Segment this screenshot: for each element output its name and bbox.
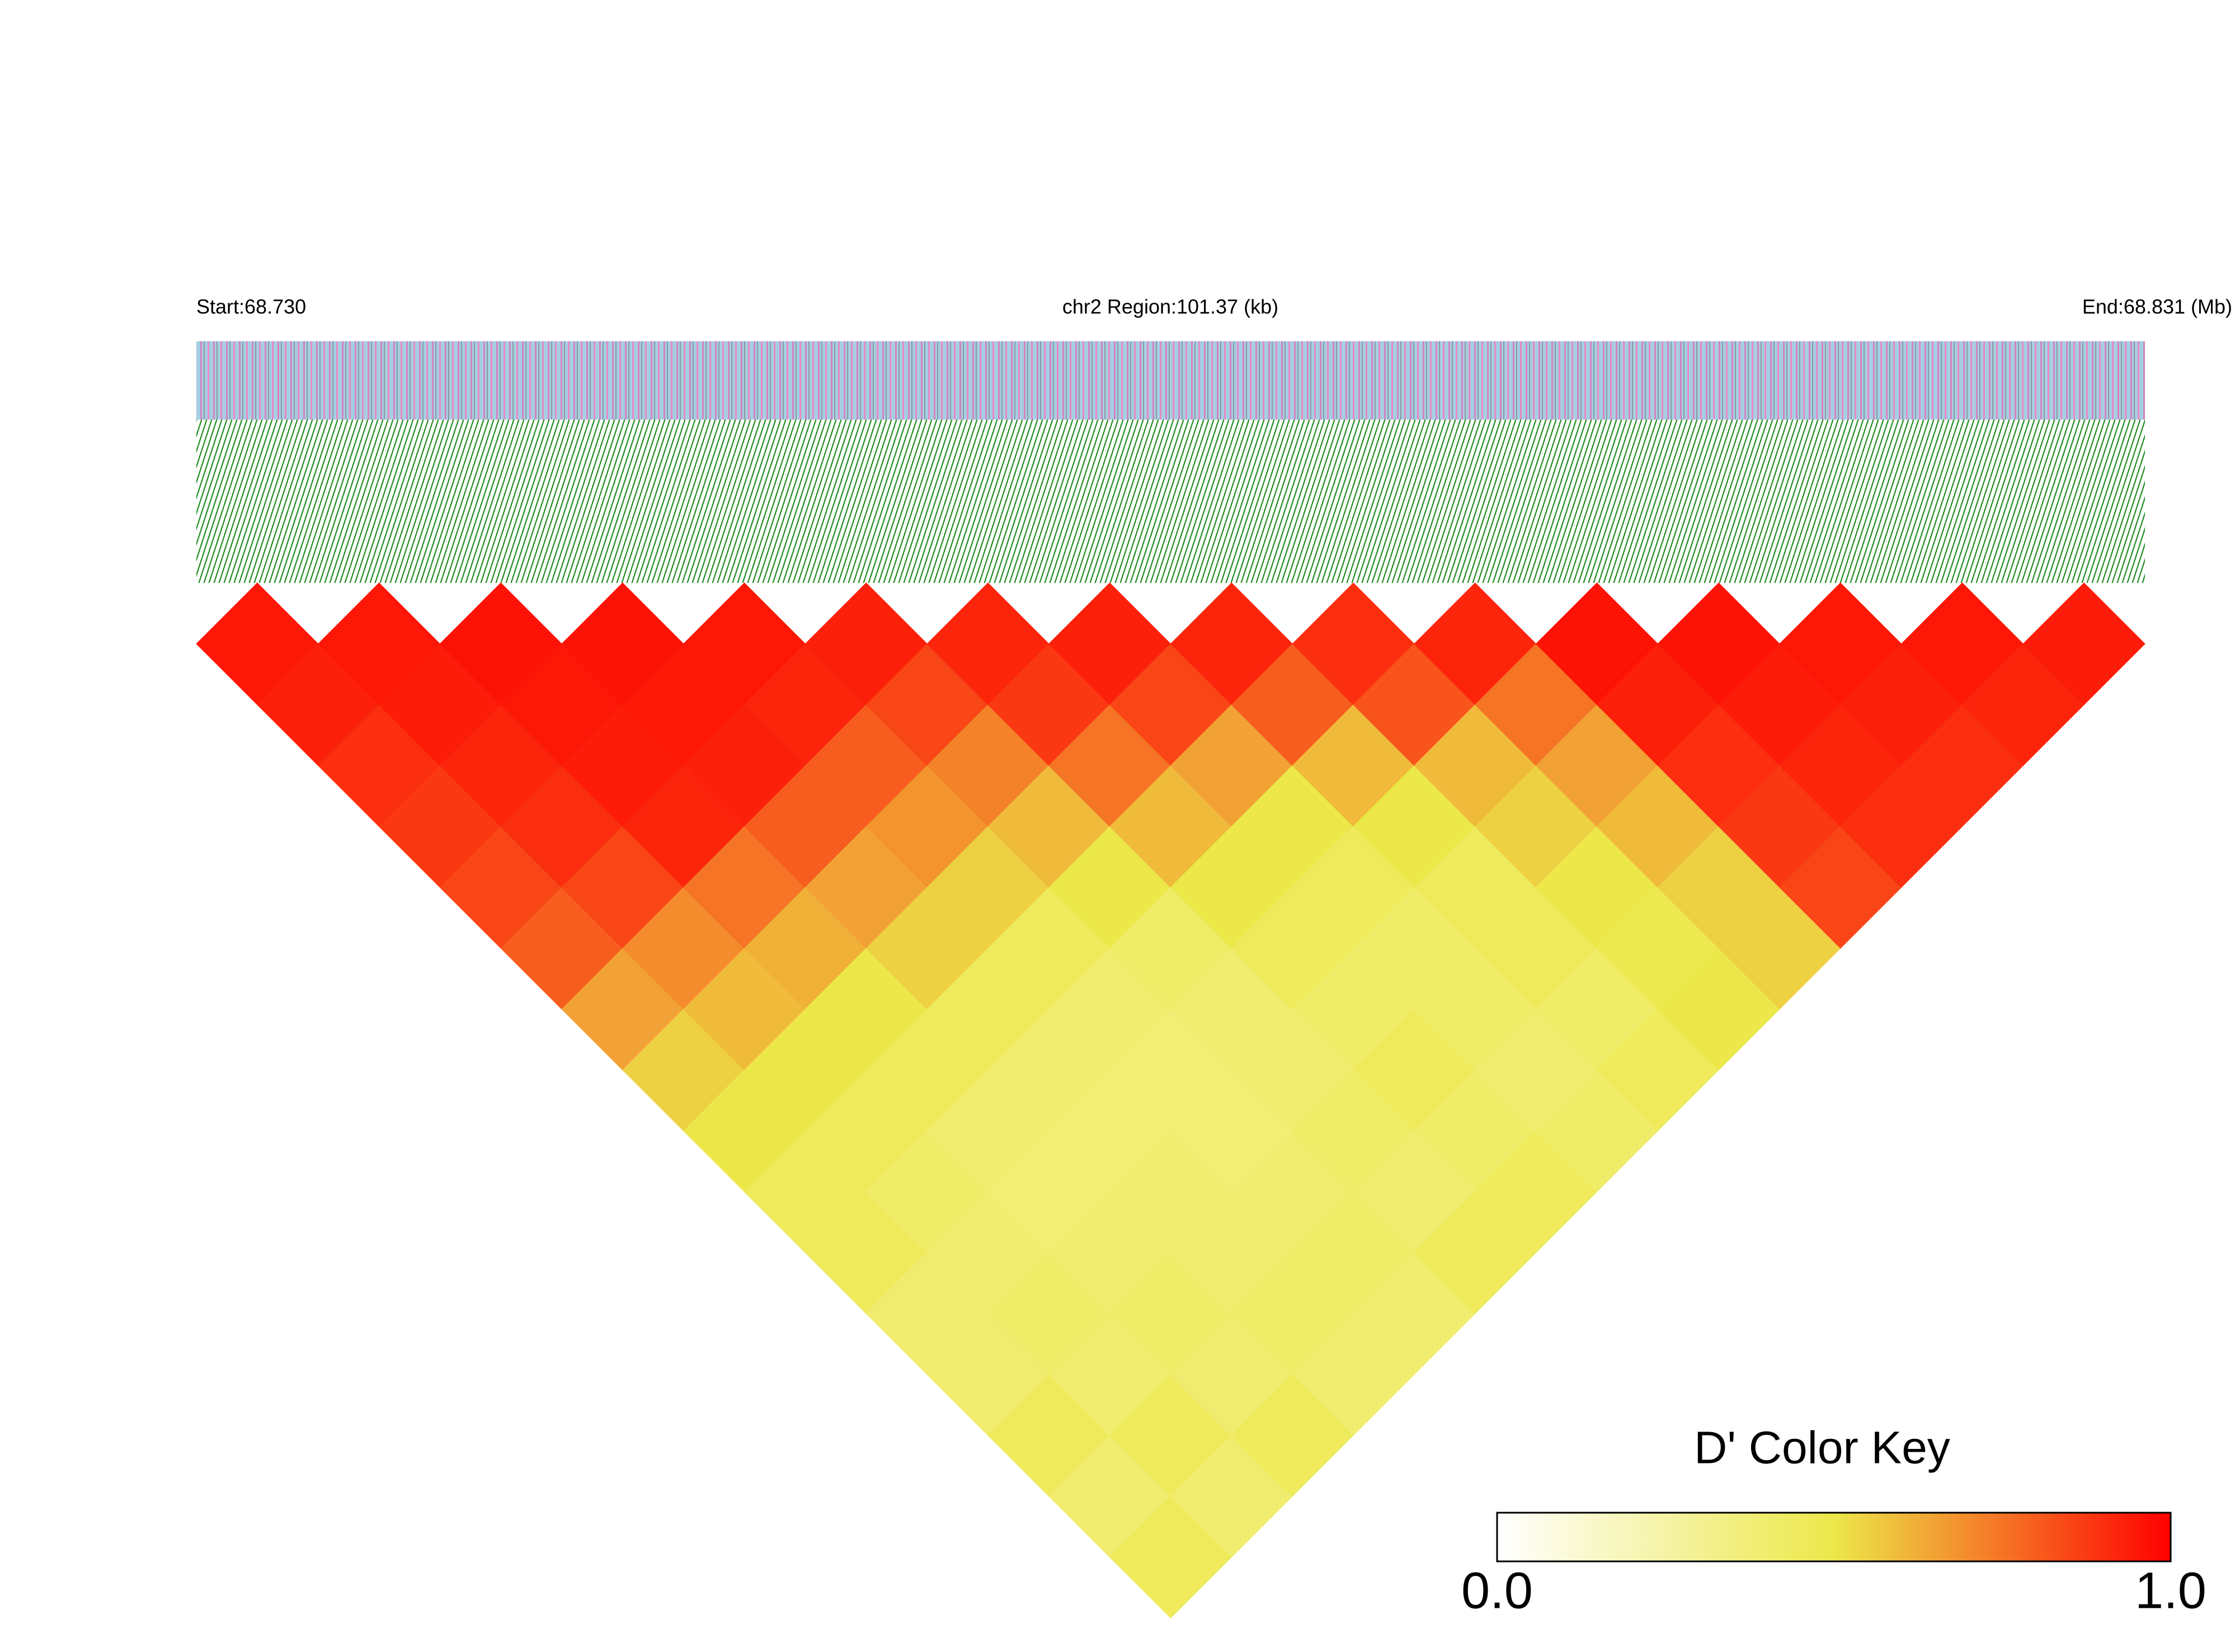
colorbar-tick-label: 0.0	[1461, 1562, 1533, 1619]
colorbar-tick-label: 1.0	[2135, 1562, 2206, 1619]
ld-cell	[2022, 582, 2145, 705]
colorbar-title: D' Color Key	[1694, 1423, 1950, 1474]
snp-links	[196, 420, 2145, 583]
snp-track	[196, 341, 2145, 420]
ld-heatmap	[196, 582, 2145, 1619]
colorbar	[1496, 1512, 2172, 1562]
end-label: End:68.831 (Mb)	[2082, 295, 2232, 318]
region-label: chr2 Region:101.37 (kb)	[1062, 295, 1278, 318]
start-label: Start:68.730	[196, 295, 306, 318]
